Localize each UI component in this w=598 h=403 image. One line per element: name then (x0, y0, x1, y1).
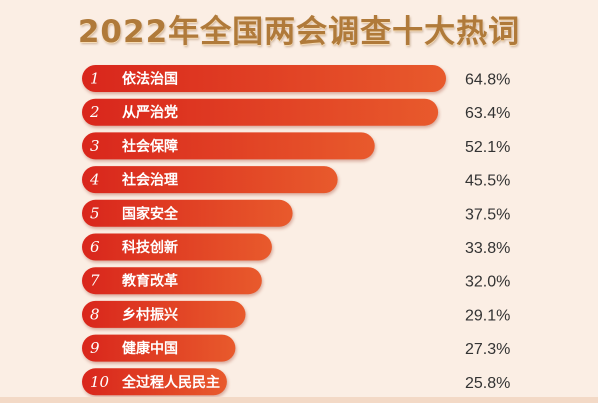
bar-9 (82, 334, 236, 362)
rank-label-10: 10 (90, 373, 110, 391)
value-label-2: 63.4% (465, 105, 510, 122)
category-label-3: 社会保障 (121, 138, 178, 155)
rank-label-5: 5 (90, 204, 100, 222)
bar-7 (82, 267, 262, 295)
rank-label-4: 4 (89, 171, 100, 189)
bar-3 (82, 132, 375, 160)
rank-label-7: 7 (90, 272, 100, 290)
rank-label-9: 9 (90, 339, 100, 357)
category-label-8: 乡村振兴 (122, 306, 178, 323)
rank-label-2: 2 (89, 103, 100, 121)
rank-label-3: 3 (90, 137, 100, 155)
category-label-7: 教育改革 (122, 273, 178, 290)
value-label-6: 33.8% (465, 240, 510, 257)
bar-6 (82, 233, 272, 261)
category-label-9: 健康中国 (122, 340, 178, 357)
chart-title: 2022年全国两会调查十大热词 (77, 14, 521, 50)
category-label-2: 从严治党 (122, 104, 178, 121)
category-label-6: 科技创新 (122, 239, 178, 256)
rank-label-8: 8 (90, 305, 100, 323)
value-label-10: 25.8% (465, 375, 510, 392)
bar-10 (82, 368, 227, 396)
value-label-1: 64.8% (465, 72, 510, 89)
bottom-strip (0, 397, 598, 403)
category-label-4: 社会治理 (121, 172, 178, 189)
category-label-10: 全过程人民民主 (121, 374, 220, 391)
value-label-8: 29.1% (465, 307, 510, 324)
value-label-5: 37.5% (465, 206, 510, 223)
value-label-7: 32.0% (465, 274, 510, 291)
rank-label-1: 1 (90, 70, 100, 88)
bar-8 (82, 300, 246, 328)
value-label-4: 45.5% (465, 173, 510, 190)
bar-2 (82, 98, 439, 126)
value-label-9: 27.3% (465, 341, 510, 358)
category-label-1: 依法治国 (122, 71, 178, 88)
bar-4 (82, 166, 338, 194)
bar-5 (82, 199, 293, 227)
value-label-3: 52.1% (465, 139, 510, 156)
bar-1 (82, 65, 446, 92)
category-label-5: 国家安全 (122, 205, 179, 222)
rank-label-6: 6 (90, 238, 100, 256)
